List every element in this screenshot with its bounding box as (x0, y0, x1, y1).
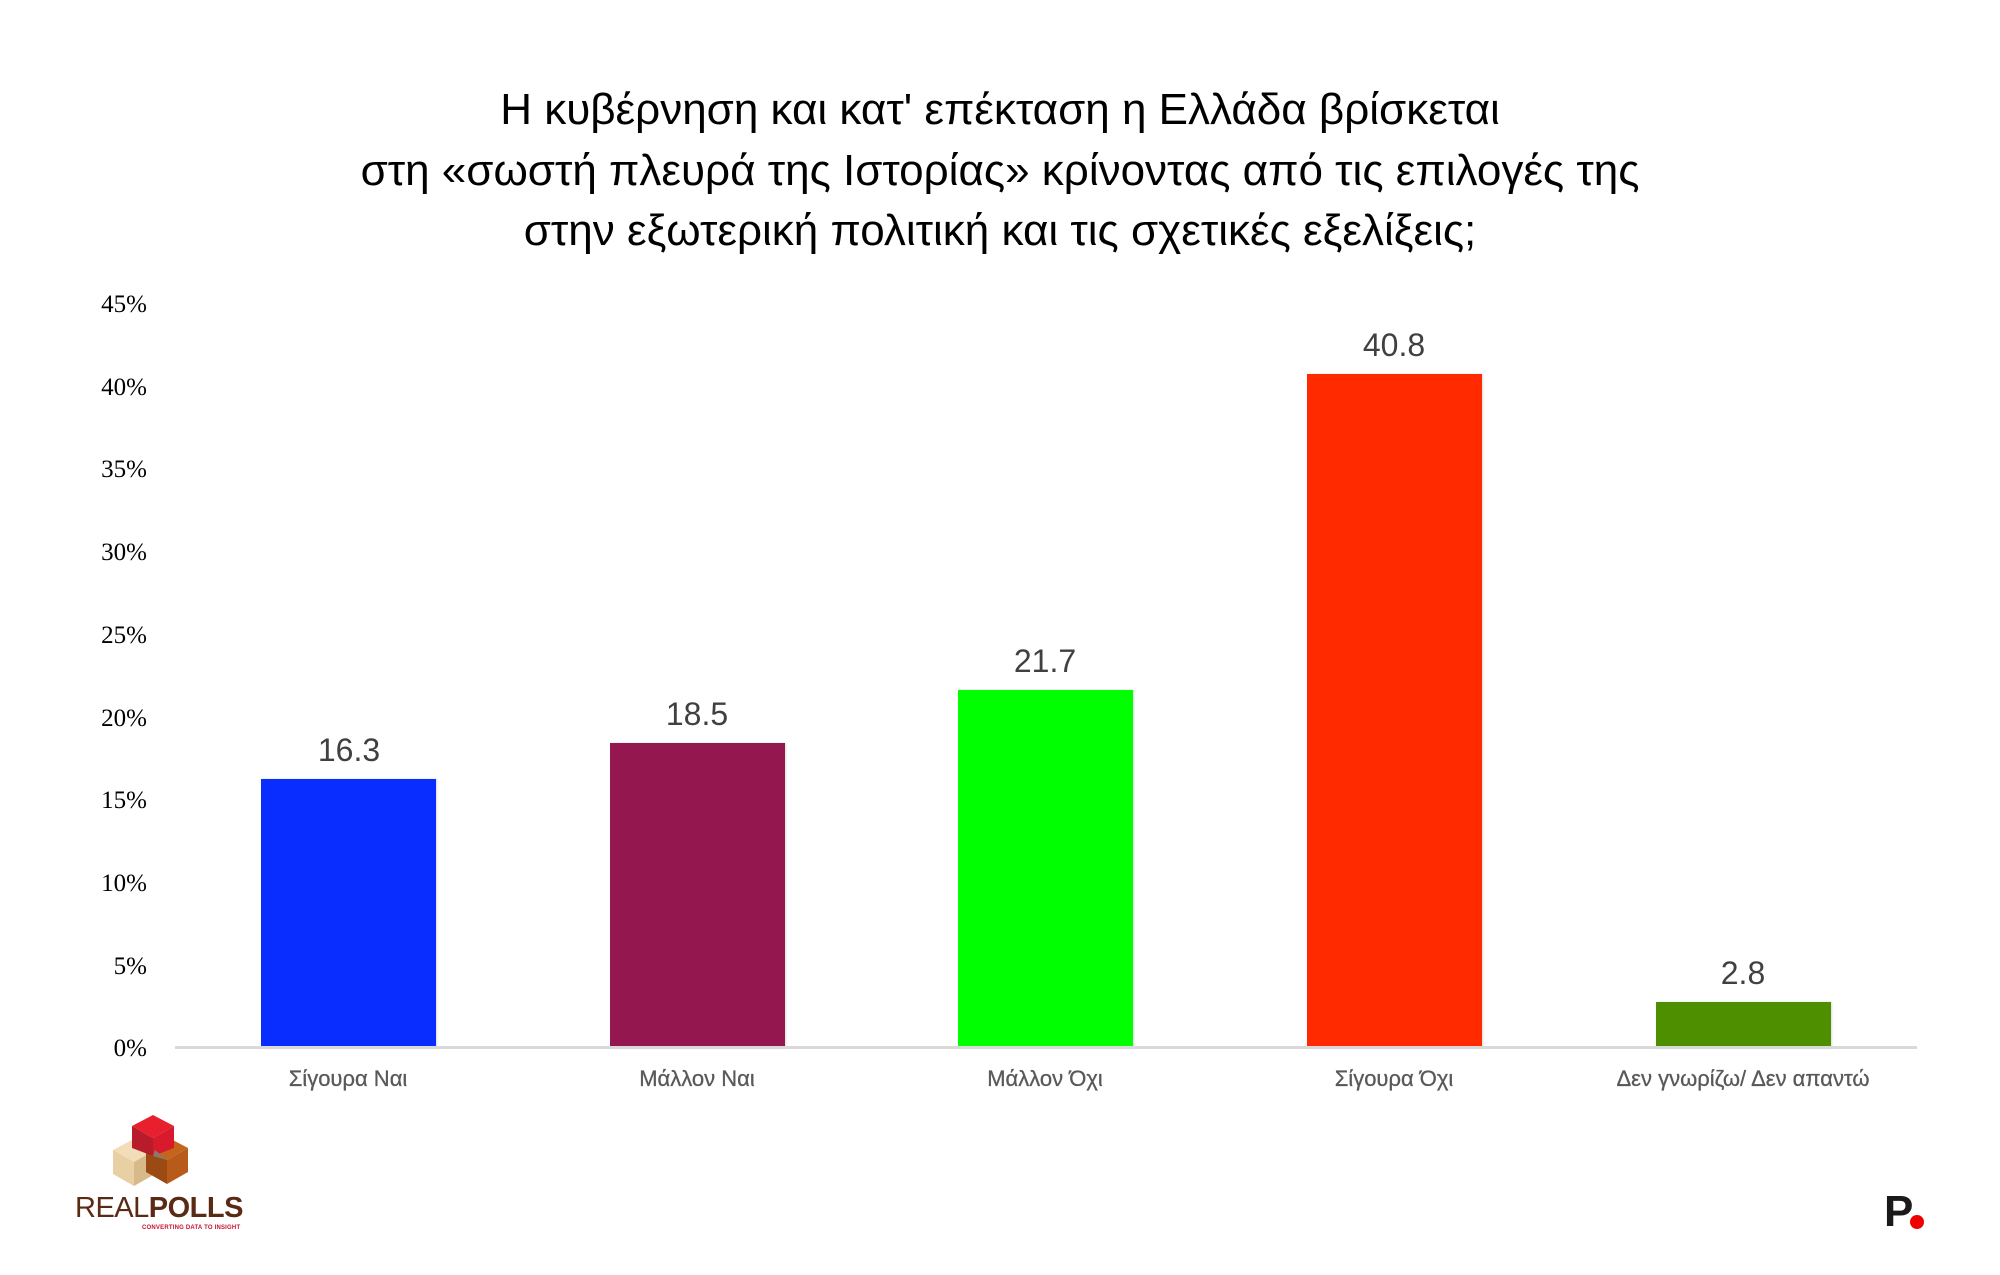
value-label: 21.7 (1013, 643, 1077, 679)
category-label: Δεν γνωρίζω/ Δεν απαντώ (1616, 1066, 1870, 1091)
y-tick-label: 15% (101, 787, 147, 814)
realpolls-wordmark: REALPOLLS (75, 1192, 243, 1224)
y-tick-label: 10% (101, 870, 147, 897)
value-label: 2.8 (1720, 955, 1766, 991)
cubes-icon (113, 1115, 188, 1186)
chart-title-line-1: Η κυβέρνηση και κατ' επέκταση η Ελλάδα β… (500, 85, 1500, 134)
y-tick-label: 20% (101, 705, 147, 732)
publisher-logo: P (1884, 1187, 1934, 1236)
publisher-logo-letter: P (1884, 1187, 1914, 1236)
y-tick-label: 30% (101, 539, 147, 566)
category-label: Μάλλον Όχι (987, 1066, 1103, 1091)
y-tick-label: 0% (113, 1035, 147, 1062)
value-label: 16.3 (317, 732, 381, 768)
y-tick-label: 45% (101, 291, 147, 318)
x-axis-line (175, 1046, 1917, 1049)
realpolls-logo: REALPOLLS CONVERTING DATA TO INSIGHT (70, 1112, 243, 1237)
bar-sigoura-ochi (1307, 374, 1482, 1048)
chart-title-line-2: στη «σωστή πλευρά της Ιστορίας» κρίνοντα… (360, 146, 1640, 195)
chart-title-line-3: στην εξωτερική πολιτική και τις σχετικές… (523, 206, 1477, 255)
value-label: 18.5 (665, 696, 729, 732)
red-dot-icon (1910, 1215, 1924, 1229)
realpolls-tagline: CONVERTING DATA TO INSIGHT (142, 1225, 241, 1231)
category-label: Σίγουρα Ναι (288, 1066, 408, 1091)
category-label: Σίγουρα Όχι (1334, 1066, 1454, 1091)
y-tick-label: 5% (113, 953, 147, 980)
category-label: Μάλλον Ναι (639, 1066, 755, 1091)
value-label: 40.8 (1362, 327, 1426, 363)
bar-mallon-nai (610, 743, 785, 1048)
y-tick-label: 40% (101, 374, 147, 401)
y-tick-label: 25% (101, 622, 147, 649)
bar-den-gnorizo (1656, 1002, 1831, 1048)
bar-mallon-ochi (958, 690, 1133, 1048)
bar-sigoura-nai (261, 779, 436, 1048)
y-tick-label: 35% (101, 456, 147, 483)
